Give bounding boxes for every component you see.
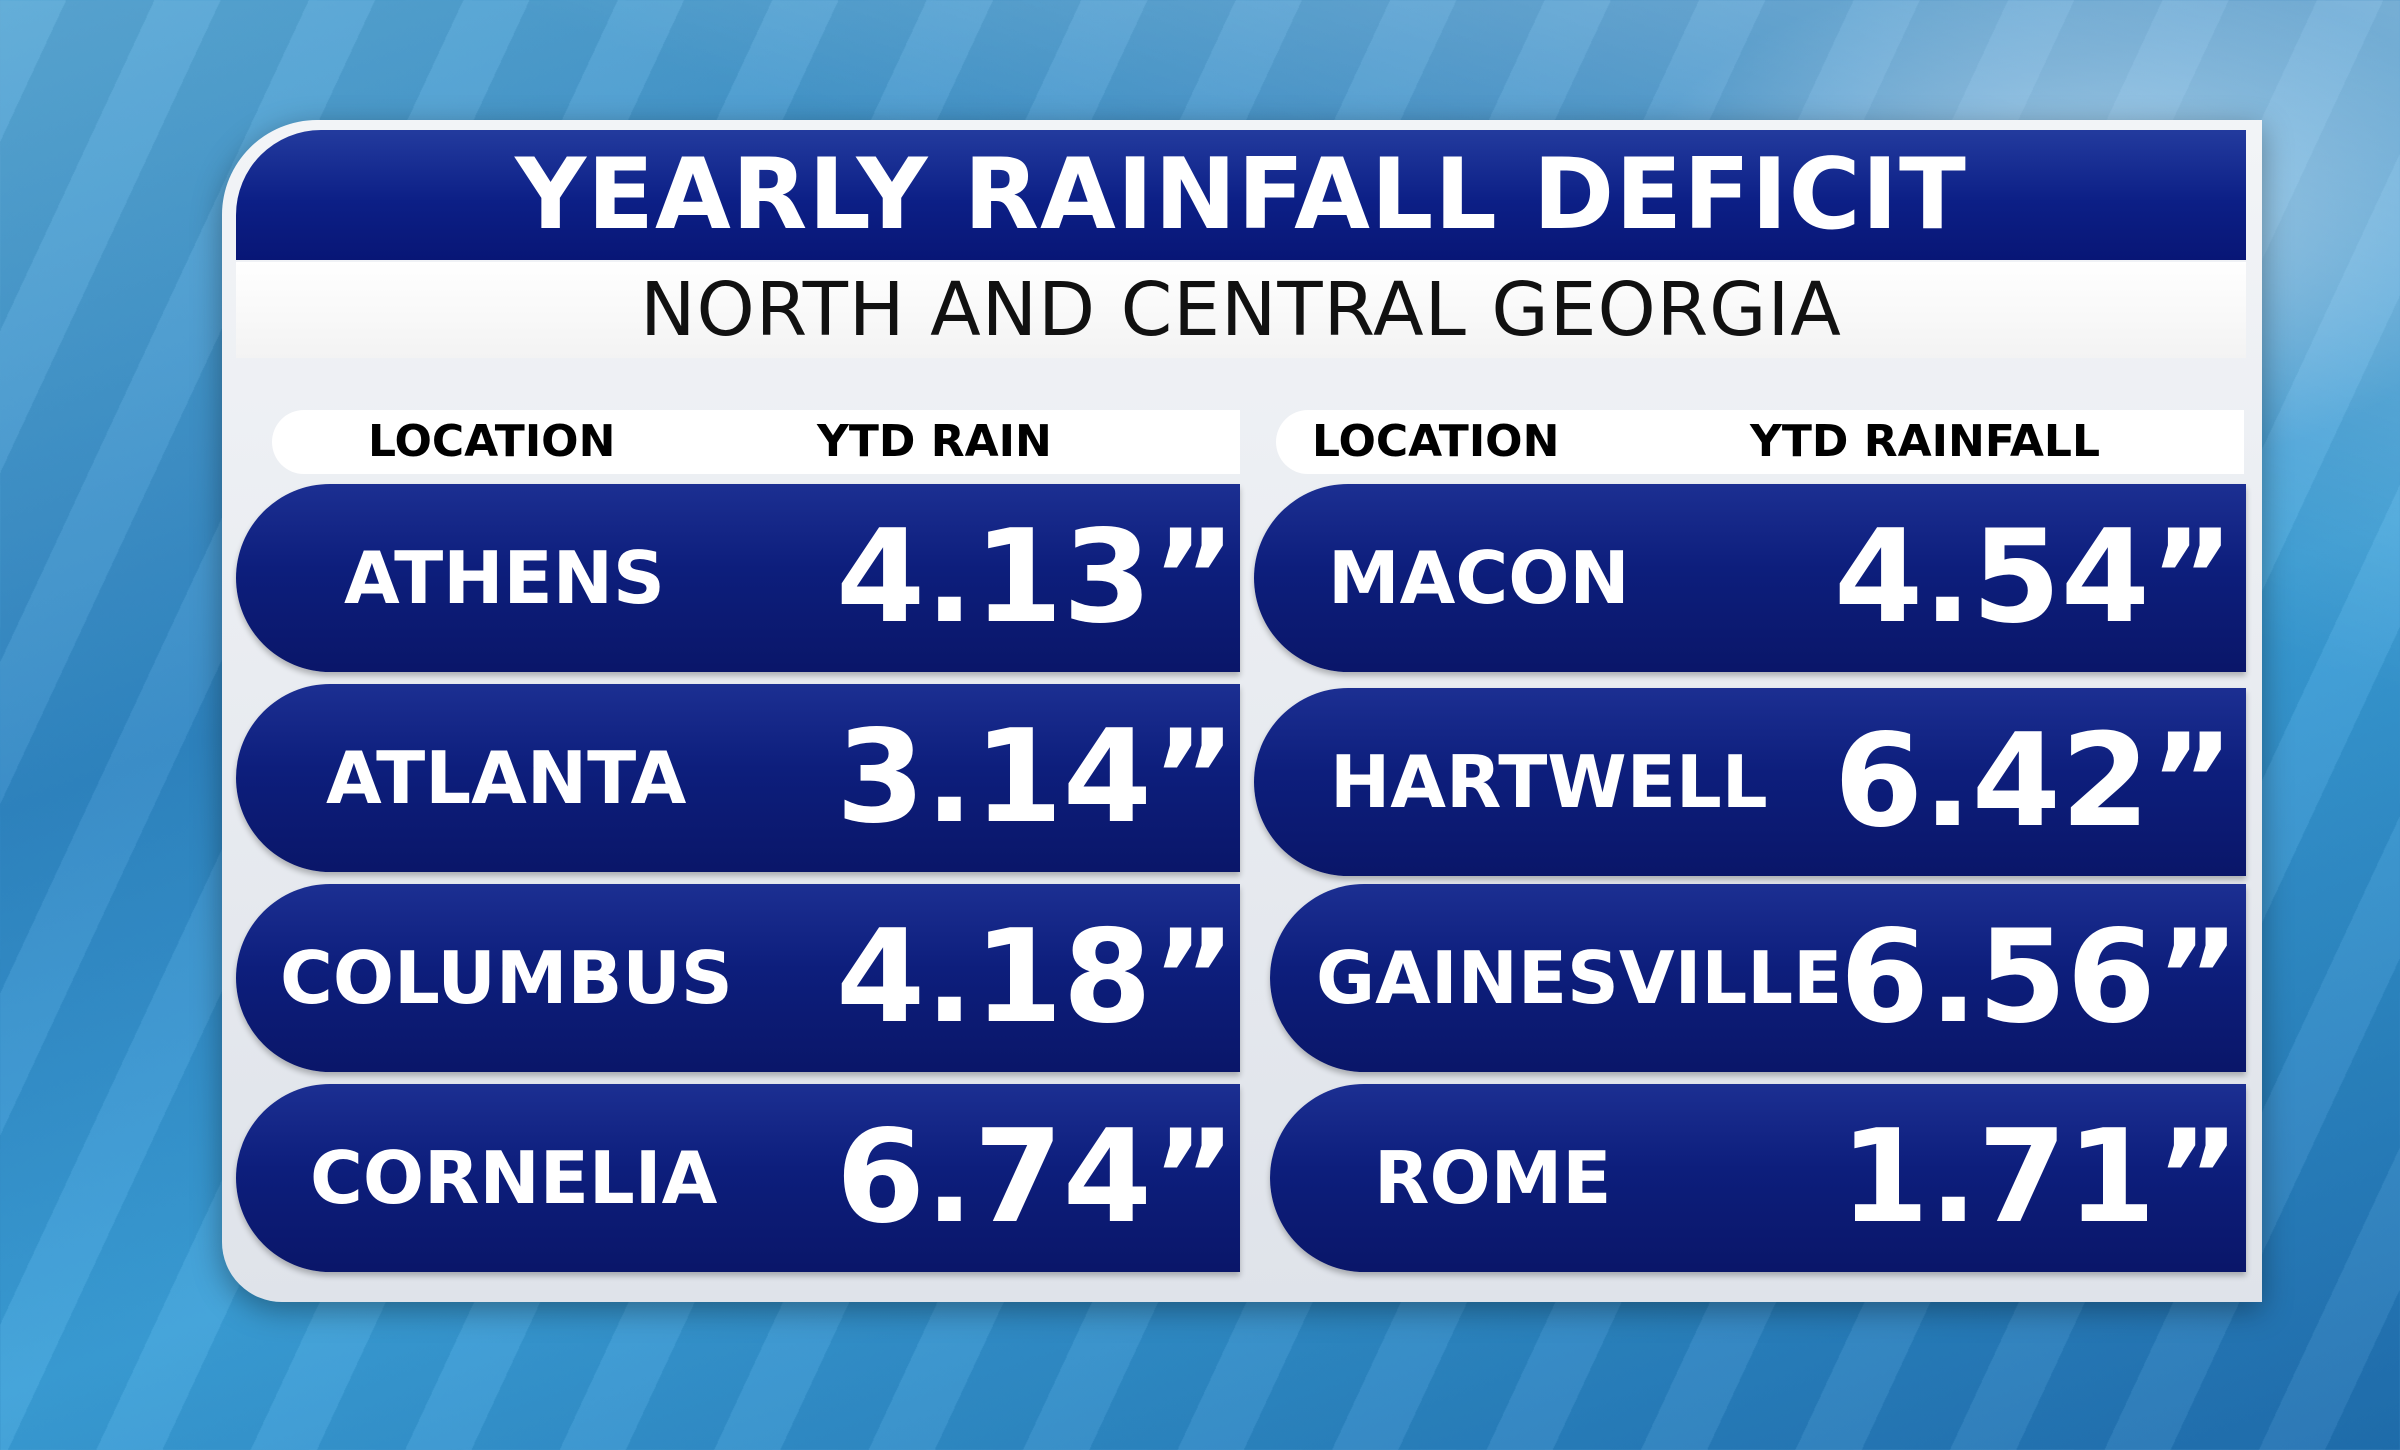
left-header-location: LOCATION <box>368 416 616 467</box>
table-row: HARTWELL 6.42” <box>1254 688 2246 876</box>
row-location: ROME <box>1374 1136 1612 1220</box>
row-deficit: 6.56” <box>1840 903 2240 1052</box>
row-deficit: 6.42” <box>1834 707 2234 856</box>
table-row: ROME 1.71” <box>1270 1084 2246 1272</box>
row-deficit: 4.13” <box>836 503 1236 652</box>
subtitle-bar: NORTH AND CENTRAL GEORGIA <box>236 262 2246 358</box>
table-row: GAINESVILLE 6.56” <box>1270 884 2246 1072</box>
row-deficit: 1.71” <box>1840 1103 2240 1252</box>
row-deficit: 3.14” <box>836 703 1236 852</box>
table-row: MACON 4.54” <box>1254 484 2246 672</box>
row-location: ATLANTA <box>326 736 687 820</box>
right-column-header: LOCATION YTD RAINFALL DEFICIT <box>1276 410 2244 531</box>
row-location: MACON <box>1328 536 1630 620</box>
title-bar: YEARLY RAINFALL DEFICIT <box>236 130 2246 260</box>
table-row: ATLANTA 3.14” <box>236 684 1240 872</box>
row-location: COLUMBUS <box>280 936 733 1020</box>
row-deficit: 6.74” <box>836 1103 1236 1252</box>
table-row: CORNELIA 6.74” <box>236 1084 1240 1272</box>
row-location: ATHENS <box>344 536 665 620</box>
row-location: CORNELIA <box>310 1136 718 1220</box>
right-header-location: LOCATION <box>1312 416 1560 467</box>
table-row: ATHENS 4.13” <box>236 484 1240 672</box>
page-subtitle: NORTH AND CENTRAL GEORGIA <box>640 267 1842 353</box>
left-column-header: LOCATION YTD RAIN DEFICIT <box>272 410 1240 531</box>
page-title: YEARLY RAINFALL DEFICIT <box>515 138 1967 252</box>
row-deficit: 4.18” <box>836 903 1236 1052</box>
row-location: HARTWELL <box>1330 740 1768 824</box>
table-row: COLUMBUS 4.18” <box>236 884 1240 1072</box>
row-deficit: 4.54” <box>1834 503 2234 652</box>
row-location: GAINESVILLE <box>1316 936 1843 1020</box>
